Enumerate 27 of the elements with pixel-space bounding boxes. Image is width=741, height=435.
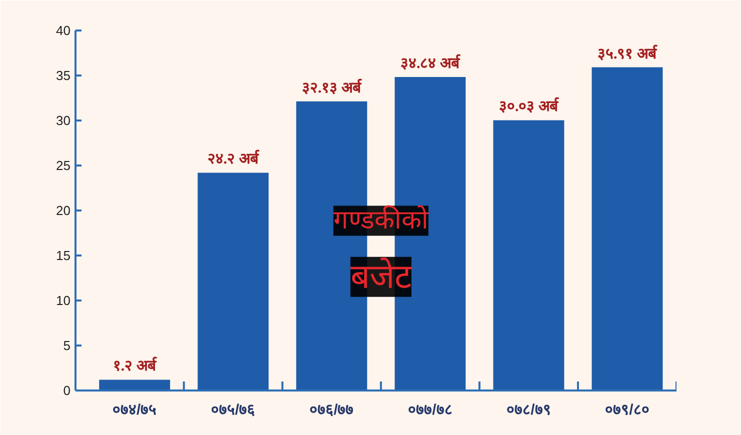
data-label: ३२.१३ अर्ब bbox=[302, 78, 362, 96]
bar bbox=[198, 172, 269, 390]
annotation: गण्डकीको bbox=[333, 204, 430, 236]
data-label: ३०.०३ अर्ब bbox=[498, 97, 560, 116]
y-tick-label: 30 bbox=[56, 113, 71, 128]
data-label: २४.२ अर्ब bbox=[207, 150, 260, 168]
y-tick-label: 10 bbox=[56, 293, 71, 308]
bar bbox=[493, 120, 564, 390]
x-tick-label: ०७८/७९ bbox=[506, 402, 551, 418]
y-tick-label: 40 bbox=[56, 23, 71, 38]
bar bbox=[99, 380, 170, 390]
data-label: ३५.९१ अर्ब bbox=[597, 44, 658, 62]
annotation: बजेट bbox=[350, 256, 412, 297]
y-tick-label: 35 bbox=[56, 68, 71, 83]
data-label: ३४.८४ अर्ब bbox=[400, 54, 461, 72]
x-tick-label: ०७७/७८ bbox=[408, 402, 452, 418]
data-label: १.२ अर्ब bbox=[112, 356, 158, 375]
x-tick-label: ०७६/७७ bbox=[310, 402, 354, 418]
x-tick-label: ०७५/७६ bbox=[211, 402, 256, 418]
x-tick-label: ०७९/८० bbox=[605, 402, 650, 418]
y-tick-label: 0 bbox=[63, 383, 71, 398]
x-tick-label: ०७४/७५ bbox=[112, 402, 157, 418]
y-tick-label: 25 bbox=[56, 158, 71, 173]
y-tick-label: 5 bbox=[63, 338, 71, 353]
y-tick-label: 15 bbox=[56, 248, 71, 263]
y-tick-label: 20 bbox=[56, 203, 71, 218]
bar bbox=[592, 67, 663, 390]
